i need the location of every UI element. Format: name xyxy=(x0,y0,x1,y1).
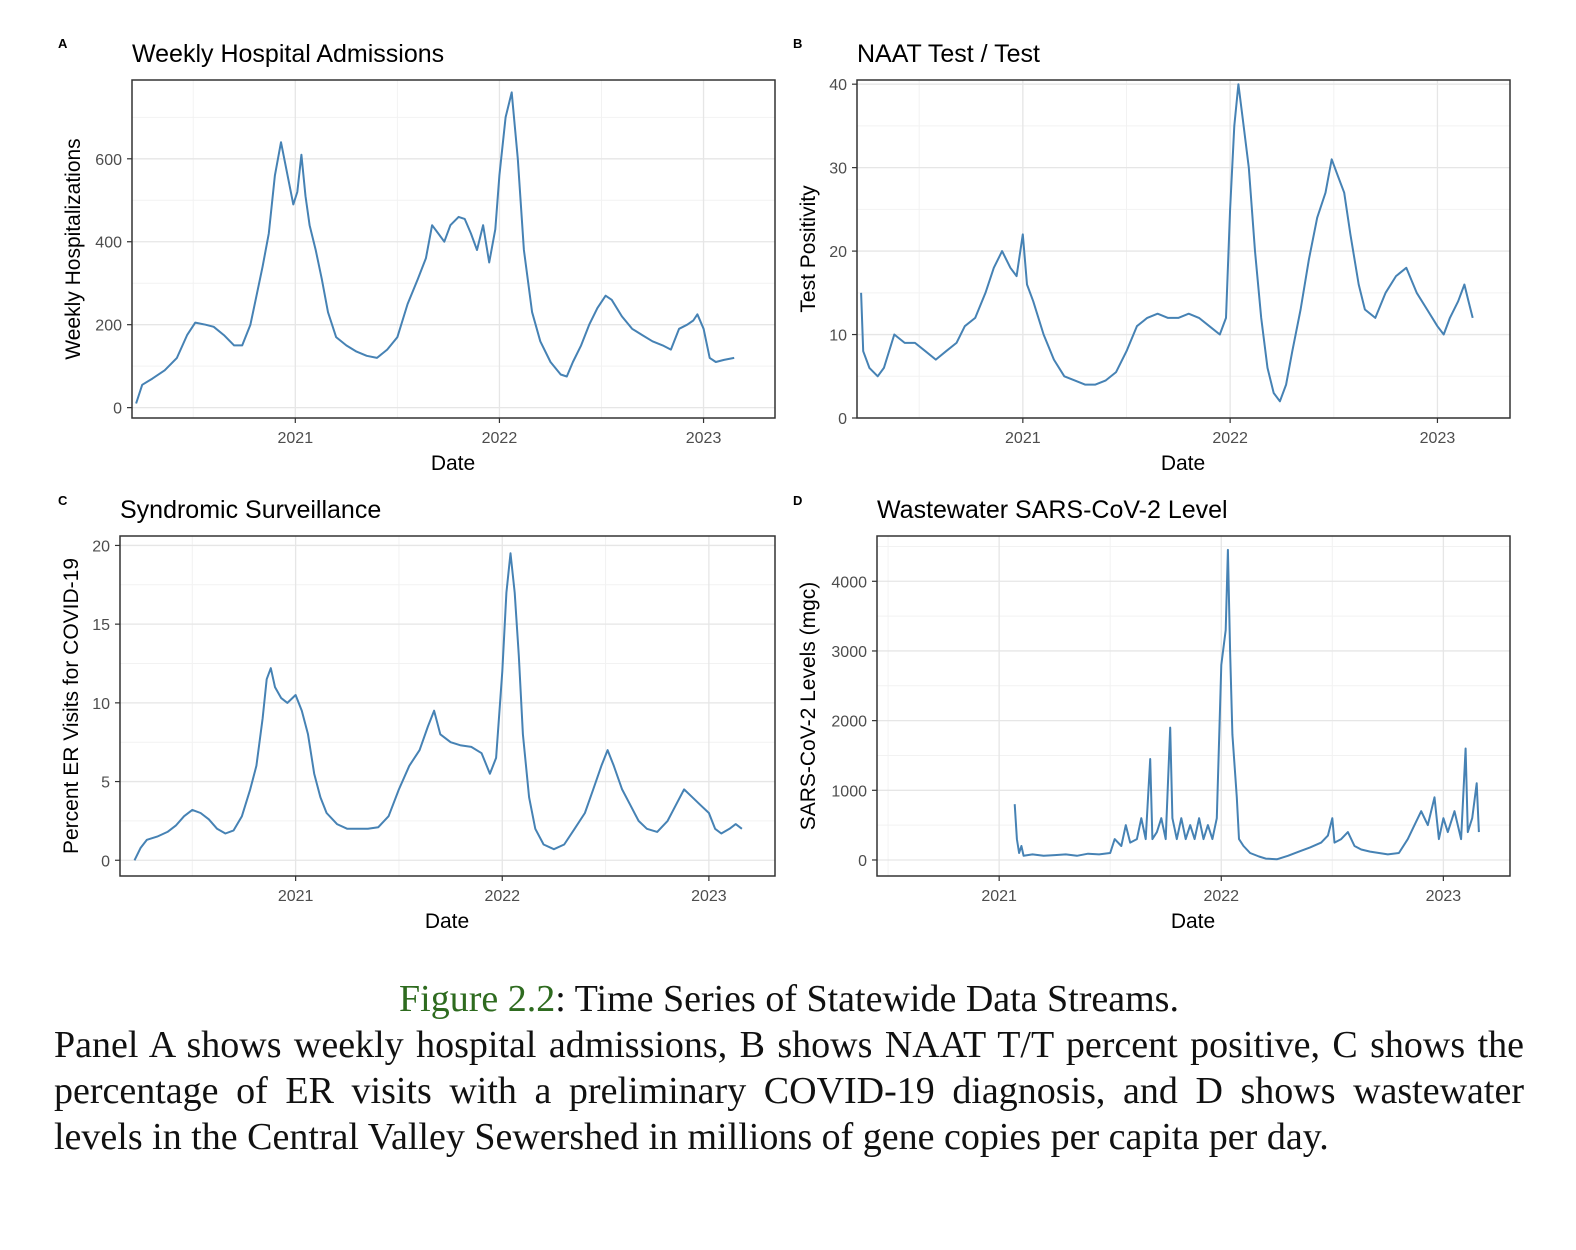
y-tick-label: 40 xyxy=(829,77,847,94)
panel-letter: B xyxy=(793,36,802,51)
x-tick-label: 2022 xyxy=(1212,430,1248,447)
x-axis-title: Date xyxy=(1161,452,1205,475)
panel-b: 0 10 20 30 40 2021 2022 2023 B NAAT Test / Test Da… xyxy=(793,36,1511,475)
caption-title: : Time Series of Statewide Data Streams. xyxy=(555,978,1179,1020)
y-tick-label: 1000 xyxy=(831,783,867,800)
panel-a: 0 200 400 600 2021 2022 2023 A Weekly Hospital A… xyxy=(58,36,776,475)
x-axis-title: Date xyxy=(1171,910,1215,933)
figure-caption: Figure 2.2: Time Series of Statewide Dat… xyxy=(54,976,1524,1160)
figure-label: Figure 2.2 xyxy=(399,978,556,1020)
panel-title: Syndromic Surveillance xyxy=(120,496,381,524)
plot-frame xyxy=(856,79,1511,419)
x-tick-label: 2021 xyxy=(278,430,314,447)
x-tick-label: 2021 xyxy=(1005,430,1041,447)
panel-title: Weekly Hospital Admissions xyxy=(132,40,444,68)
y-axis-title: Test Positivity xyxy=(797,185,820,313)
plot-frame xyxy=(876,535,1511,877)
series-line xyxy=(133,552,743,861)
x-tick-label: 2023 xyxy=(1426,888,1462,905)
y-tick-label: 0 xyxy=(838,411,847,428)
y-tick-label: 0 xyxy=(113,401,122,418)
plot-frame xyxy=(131,79,776,419)
y-tick-label: 15 xyxy=(92,617,110,634)
y-tick-label: 600 xyxy=(95,152,122,169)
y-tick-label: 5 xyxy=(101,775,110,792)
y-tick-label: 0 xyxy=(101,853,110,870)
x-tick-label: 2023 xyxy=(1420,430,1456,447)
y-tick-label: 200 xyxy=(95,318,122,335)
panel-title: Wastewater SARS-CoV-2 Level xyxy=(877,496,1228,524)
plot-background xyxy=(120,536,775,876)
panel-d: 0 1000 2000 3000 4000 2021 2022 2023 D Wastewater… xyxy=(793,493,1511,933)
panel-letter: A xyxy=(58,36,68,51)
y-tick-label: 30 xyxy=(829,161,847,178)
y-tick-label: 10 xyxy=(829,328,847,345)
plot-background xyxy=(132,80,775,418)
y-tick-label: 10 xyxy=(92,696,110,713)
y-tick-label: 20 xyxy=(92,538,110,555)
y-axis-title: Weekly Hospitalizations xyxy=(62,138,85,359)
y-tick-label: 20 xyxy=(829,244,847,261)
panel-letter: C xyxy=(58,493,68,508)
y-axis-title: Percent ER Visits for COVID-19 xyxy=(60,558,83,854)
series-line xyxy=(860,83,1474,403)
y-axis-title: SARS-CoV-2 Levels (mgc) xyxy=(797,582,820,831)
series-line xyxy=(135,91,735,404)
x-tick-label: 2022 xyxy=(1203,888,1239,905)
x-tick-label: 2023 xyxy=(691,888,727,905)
caption-body: Panel A shows weekly hospital admissions… xyxy=(54,1024,1524,1158)
y-tick-label: 400 xyxy=(95,235,122,252)
y-tick-label: 4000 xyxy=(831,574,867,591)
series-line xyxy=(1013,548,1480,861)
plot-background xyxy=(877,536,1510,876)
y-tick-label: 3000 xyxy=(831,644,867,661)
x-axis-title: Date xyxy=(425,910,469,933)
y-tick-label: 0 xyxy=(858,853,867,870)
plot-background xyxy=(857,80,1510,418)
x-tick-label: 2022 xyxy=(482,430,518,447)
y-tick-label: 2000 xyxy=(831,714,867,731)
panel-title: NAAT Test / Test xyxy=(857,40,1040,68)
plot-frame xyxy=(119,535,776,877)
x-tick-label: 2023 xyxy=(686,430,722,447)
panel-letter: D xyxy=(793,493,802,508)
x-tick-label: 2021 xyxy=(278,888,314,905)
caption-heading: Figure 2.2: Time Series of Statewide Dat… xyxy=(54,976,1524,1022)
x-axis-title: Date xyxy=(431,452,475,475)
panel-c: 0 5 10 15 20 2021 2022 2023 C Syndromic Surveilla… xyxy=(58,493,776,933)
x-tick-label: 2021 xyxy=(981,888,1017,905)
x-tick-label: 2022 xyxy=(484,888,520,905)
